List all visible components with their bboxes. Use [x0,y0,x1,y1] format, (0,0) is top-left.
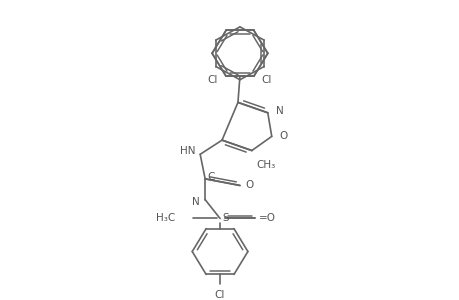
Text: N: N [275,106,283,116]
Text: C: C [207,172,214,182]
Text: CH₃: CH₃ [256,160,275,170]
Text: Cl: Cl [207,75,218,85]
Text: O: O [279,131,287,141]
Text: H₃C: H₃C [156,214,175,224]
Text: HN: HN [179,146,195,157]
Text: =O: =O [258,214,275,224]
Text: Cl: Cl [261,75,272,85]
Text: Cl: Cl [214,290,225,299]
Text: N: N [192,196,200,206]
Text: O: O [244,181,252,190]
Text: S: S [222,214,228,224]
